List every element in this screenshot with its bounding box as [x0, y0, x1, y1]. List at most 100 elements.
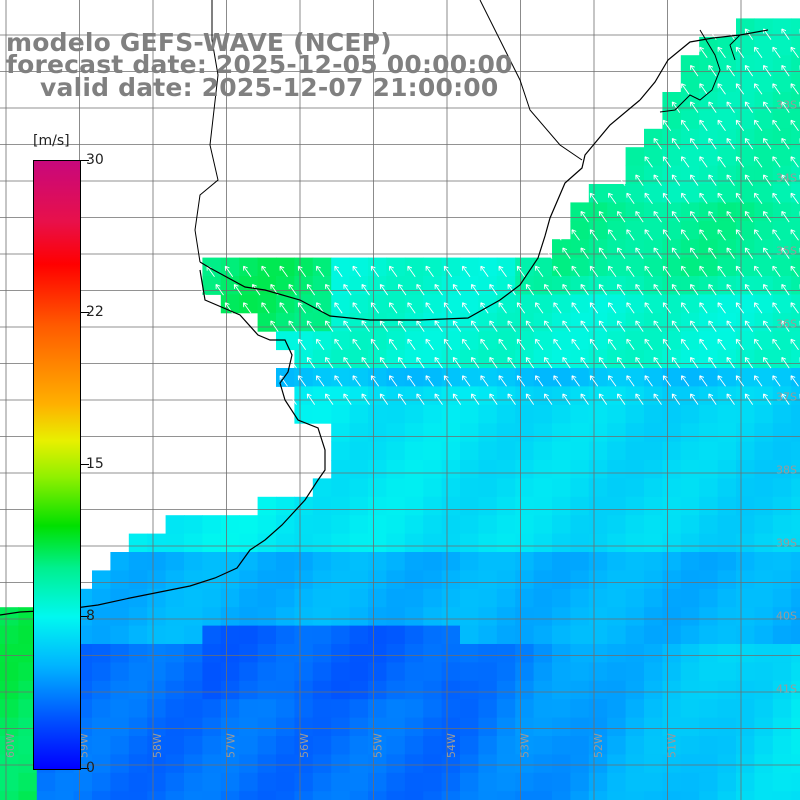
wind-speed-cell	[662, 110, 682, 130]
wind-speed-cell	[294, 257, 314, 277]
wind-arrow	[644, 156, 653, 168]
wind-speed-cell	[386, 386, 406, 406]
wind-speed-cell	[625, 202, 645, 222]
wind-speed-cell	[386, 717, 406, 737]
wind-arrow	[735, 265, 745, 278]
wind-arrow	[763, 320, 772, 332]
wind-speed-cell	[312, 478, 332, 498]
wind-speed-cell	[368, 552, 387, 571]
wind-speed-cell	[699, 699, 719, 719]
wind-speed-cell	[0, 754, 19, 774]
wind-speed-cell	[368, 607, 387, 627]
wind-speed-cell	[607, 423, 627, 443]
wind-speed-cell	[570, 533, 590, 553]
wind-speed-cell	[460, 791, 479, 800]
wind-arrow	[662, 375, 672, 387]
wind-speed-cell	[680, 644, 700, 663]
wind-speed-cell	[717, 515, 737, 535]
wind-arrow	[608, 338, 617, 351]
wind-speed-cell	[736, 368, 755, 387]
wind-speed-cell	[552, 294, 571, 314]
wind-speed-cell	[662, 791, 682, 800]
wind-speed-cell	[386, 331, 406, 351]
wind-speed-cell	[147, 533, 167, 553]
wind-speed-cell	[699, 625, 719, 645]
wind-speed-cell	[533, 791, 553, 800]
wind-speed-cell	[736, 36, 755, 56]
wind-arrow	[671, 393, 681, 405]
wind-speed-cell	[791, 349, 800, 369]
wind-arrow	[434, 320, 443, 332]
wind-speed-cell	[423, 625, 443, 645]
wind-speed-cell	[349, 607, 369, 627]
wind-arrow	[571, 338, 580, 351]
wind-arrow	[690, 210, 699, 223]
wind-arrow	[398, 283, 407, 296]
wind-speed-cell	[312, 588, 332, 608]
longitude-label: 57W	[225, 733, 238, 758]
wind-speed-cell	[607, 644, 627, 663]
wind-speed-cell	[441, 441, 461, 461]
wind-speed-cell	[699, 460, 719, 479]
wind-speed-cell	[0, 717, 19, 737]
wind-speed-cell	[92, 607, 111, 627]
wind-speed-cell	[312, 257, 332, 277]
wind-speed-cell	[680, 92, 700, 111]
wind-speed-cell	[460, 423, 479, 443]
wind-arrow	[790, 46, 799, 59]
wind-speed-cell	[349, 625, 369, 645]
wind-speed-cell	[662, 662, 682, 682]
wind-speed-cell	[128, 772, 148, 792]
wind-arrow	[744, 64, 754, 77]
wind-speed-cell	[717, 791, 737, 800]
wind-speed-cell	[588, 423, 608, 443]
longitude-label: 53W	[519, 733, 532, 758]
wind-arrow	[744, 28, 754, 40]
title-forecast-date: forecast date: 2025-12-05 00:00:00	[6, 50, 513, 79]
wind-arrow	[772, 156, 781, 168]
wind-speed-cell	[294, 699, 314, 719]
wind-arrow	[653, 137, 662, 150]
wind-arrow	[699, 375, 708, 387]
wind-speed-cell	[515, 423, 535, 443]
wind-arrow	[708, 137, 717, 150]
wind-speed-cell	[496, 699, 516, 719]
wind-speed-cell	[110, 680, 130, 700]
wind-speed-field	[0, 18, 800, 800]
wind-speed-cell	[717, 147, 737, 167]
wind-speed-cell	[552, 460, 571, 479]
wind-arrow	[416, 320, 425, 332]
wind-speed-cell	[441, 662, 461, 682]
wind-arrow	[553, 265, 562, 278]
wind-speed-cell	[736, 791, 755, 800]
wind-speed-cell	[680, 460, 700, 479]
wind-speed-cell	[791, 18, 800, 38]
wind-arrow	[626, 192, 635, 205]
wind-speed-cell	[570, 662, 590, 682]
wind-speed-cell	[460, 699, 479, 719]
wind-speed-cell	[276, 736, 295, 755]
wind-speed-cell	[165, 515, 185, 535]
wind-speed-cell	[276, 717, 295, 737]
wind-speed-cell	[460, 662, 479, 682]
wind-speed-cell	[386, 680, 406, 700]
longitude-label: 51W	[666, 733, 679, 758]
wind-speed-cell	[552, 607, 571, 627]
wind-speed-cell	[496, 570, 516, 590]
wind-speed-cell	[110, 607, 130, 627]
wind-speed-cell	[533, 625, 553, 645]
wind-speed-cell	[184, 515, 203, 535]
wind-speed-cell	[423, 533, 443, 553]
wind-speed-cell	[662, 404, 682, 424]
wind-speed-cell	[754, 570, 774, 590]
wind-speed-cell	[533, 349, 553, 369]
wind-speed-cell	[294, 754, 314, 774]
wind-speed-cell	[386, 533, 406, 553]
wind-arrow	[671, 247, 681, 259]
wind-speed-cell	[717, 533, 737, 553]
wind-arrow	[471, 356, 480, 369]
wind-arrow	[224, 265, 234, 278]
wind-speed-cell	[460, 717, 479, 737]
wind-speed-cell	[239, 772, 259, 792]
wind-speed-cell	[680, 147, 700, 167]
